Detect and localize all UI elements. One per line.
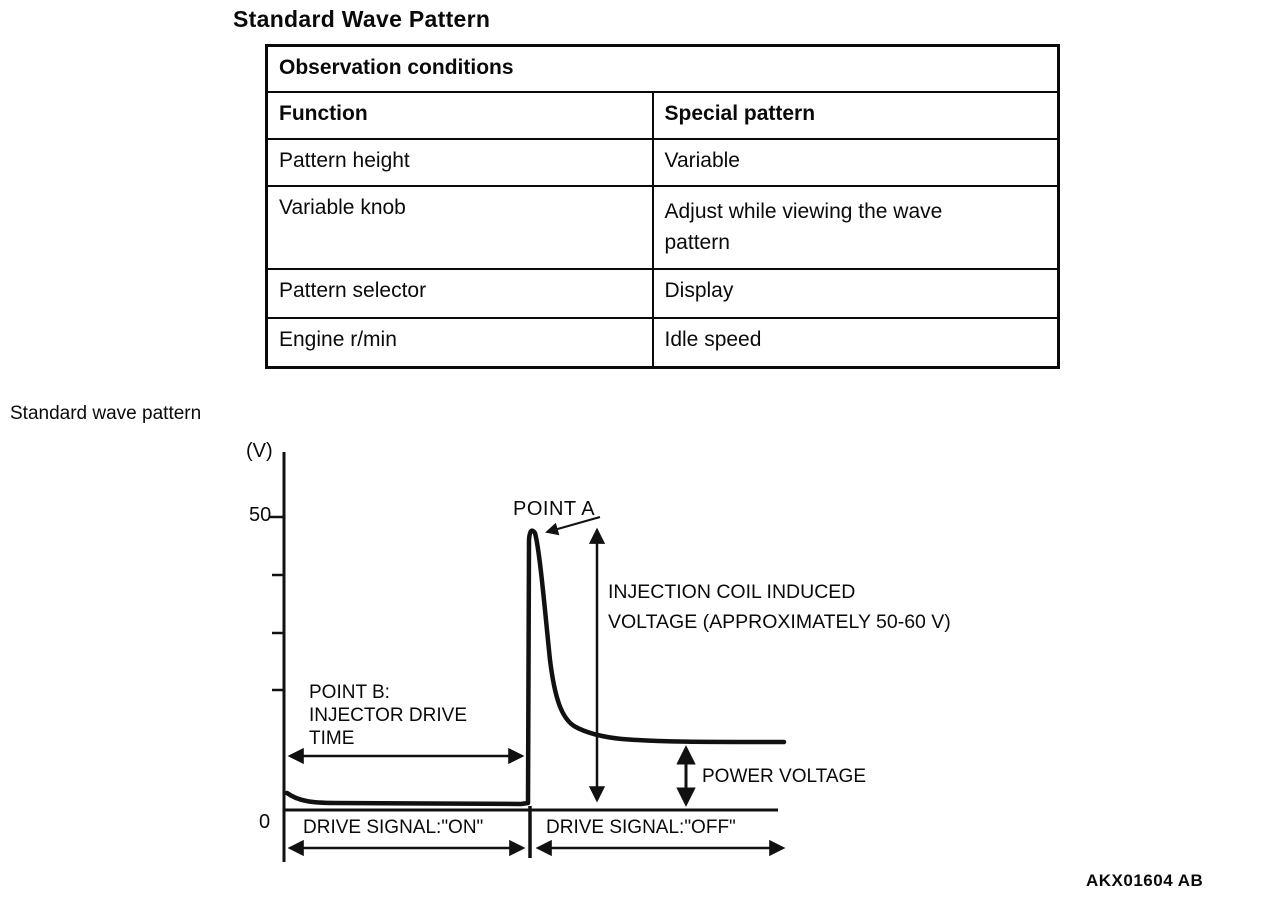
cell-function: Engine r/min [265, 316, 654, 369]
cell-pattern-text: Adjust while viewing the wave pattern [664, 199, 943, 254]
table-row: Pattern height Variable [265, 137, 1060, 187]
waveform-path [284, 528, 787, 807]
table-title-cell: Observation conditions [265, 44, 1060, 93]
table-row: Engine r/min Idle speed [265, 316, 1060, 369]
figure-caption: Standard wave pattern [10, 403, 202, 424]
point-a-pointer [545, 516, 601, 536]
power-voltage-label: POWER VOLTAGE [702, 766, 866, 787]
cell-function: Variable knob [265, 184, 654, 270]
page-title: Standard Wave Pattern [233, 6, 491, 32]
observation-conditions-table: Observation conditions Function Special … [265, 44, 1060, 369]
cell-pattern: Display [651, 267, 1060, 319]
table-row: Pattern selector Display [265, 267, 1060, 319]
y-tick-50-label: 50 [249, 504, 272, 526]
cell-pattern: Idle speed [651, 316, 1060, 369]
point-b-label: POINT B: INJECTOR DRIVE TIME [309, 682, 468, 749]
y-axis-ticks [270, 515, 284, 692]
cell-pattern: Adjust while viewing the wave pattern [651, 184, 1060, 270]
table-row: Variable knob Adjust while viewing the w… [265, 184, 1060, 270]
column-header-special-pattern: Special pattern [651, 90, 1060, 140]
point-a-label: POINT A [513, 498, 596, 520]
cell-function: Pattern height [265, 137, 654, 187]
y-axis-unit-label: (V) [246, 440, 273, 462]
y-tick-0-label: 0 [259, 811, 271, 833]
drive-signal-on-label: DRIVE SIGNAL:"ON" [303, 817, 484, 838]
cell-pattern: Variable [651, 137, 1060, 187]
column-header-function: Function [265, 90, 654, 140]
cell-function: Pattern selector [265, 267, 654, 319]
induced-voltage-label: INJECTION COIL INDUCED VOLTAGE (APPROXIM… [608, 581, 951, 633]
drive-signal-off-label: DRIVE SIGNAL:"OFF" [546, 817, 736, 838]
document-code: AKX01604 AB [1086, 871, 1204, 890]
